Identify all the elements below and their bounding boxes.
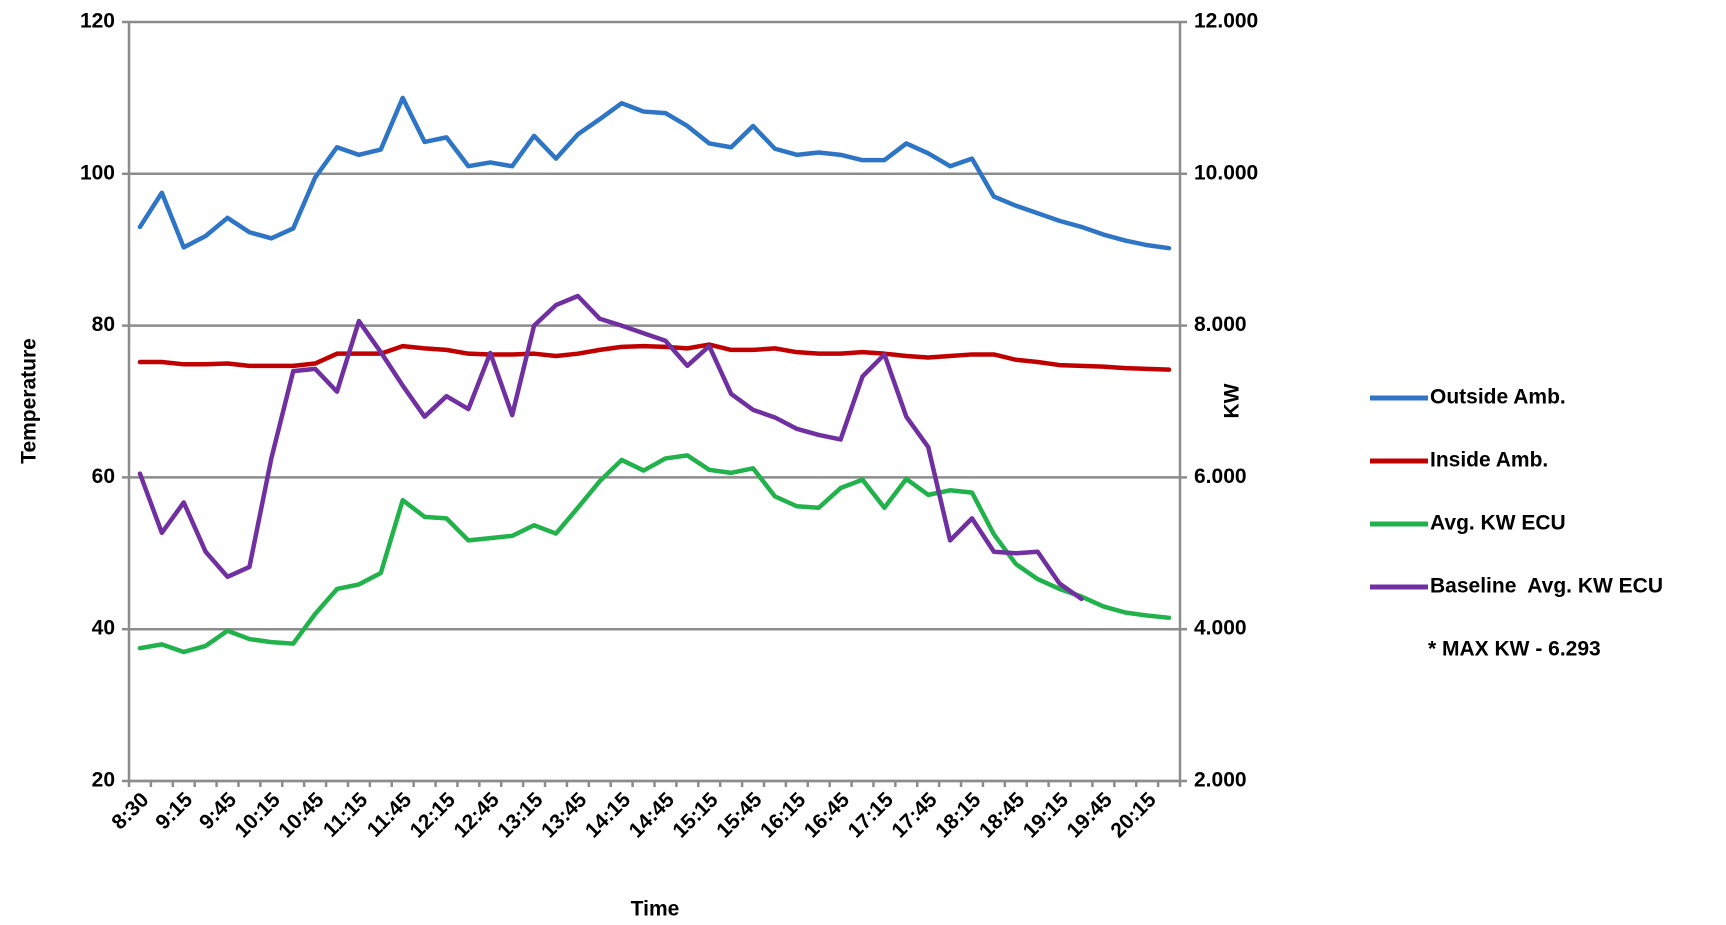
x-tick-label: 10:15	[231, 788, 285, 842]
legend-label: Baseline Avg. KW ECU	[1430, 575, 1663, 598]
y-tick-label: 100	[80, 161, 115, 184]
x-tick-label: 11:15	[319, 788, 373, 842]
x-tick-label: 20:15	[1106, 788, 1160, 842]
y2-tick-label: 8.000	[1194, 313, 1247, 336]
legend-label: Avg. KW ECU	[1430, 512, 1566, 535]
y-tick-label: 60	[92, 465, 115, 488]
series-line	[137, 293, 1084, 602]
x-tick-label: 15:45	[712, 788, 766, 842]
x-tick-label: 16:15	[756, 788, 810, 842]
y2-tick-label: 12.000	[1194, 10, 1258, 33]
y-tick-label: 120	[80, 10, 115, 33]
x-tick-label: 14:15	[581, 788, 635, 842]
x-tick-label: 13:15	[493, 788, 547, 842]
legend-label: Outside Amb.	[1430, 386, 1566, 409]
series-line	[137, 453, 1172, 655]
x-tick-label: 17:45	[887, 788, 941, 842]
y2-tick-label: 4.000	[1194, 617, 1247, 640]
x-tick-label: 18:45	[975, 788, 1029, 842]
series-line	[137, 95, 1172, 251]
x-axis-title: Time	[631, 898, 680, 921]
y-tick-label: 40	[92, 617, 115, 640]
series-line	[137, 342, 1172, 372]
x-tick-label: 13:45	[537, 788, 591, 842]
x-tick-label: 16:45	[800, 788, 854, 842]
x-tick-label: 12:45	[449, 788, 503, 842]
y-tick-label: 80	[92, 313, 115, 336]
x-tick-label: 19:15	[1019, 788, 1073, 842]
y2-tick-label: 10.000	[1194, 161, 1258, 184]
y-tick-label: 20	[92, 769, 115, 792]
x-tick-label: 15:15	[668, 788, 722, 842]
x-tick-label: 8:30	[107, 788, 153, 834]
x-tick-label: 19:45	[1063, 788, 1117, 842]
x-tick-label: 9:15	[151, 788, 197, 834]
x-tick-label: 11:45	[363, 788, 417, 842]
y2-tick-label: 6.000	[1194, 465, 1247, 488]
x-tick-label: 12:15	[406, 788, 460, 842]
y2-axis-title: KW	[1221, 383, 1244, 418]
annotation: * MAX KW - 6.293	[1428, 638, 1601, 661]
x-tick-label: 18:15	[931, 788, 985, 842]
x-tick-label: 10:45	[274, 788, 328, 842]
y2-tick-label: 2.000	[1194, 769, 1247, 792]
legend-label: Inside Amb.	[1430, 449, 1548, 472]
x-tick-label: 17:15	[844, 788, 898, 842]
y-axis-title: Temperature	[18, 338, 41, 464]
x-tick-label: 14:45	[625, 788, 679, 842]
